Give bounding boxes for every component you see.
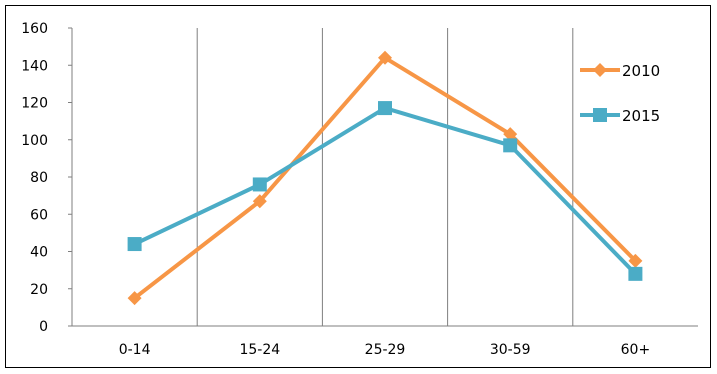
x-tick-label: 0-14 xyxy=(119,342,151,358)
legend-label: 2015 xyxy=(622,107,660,125)
y-tick-label: 20 xyxy=(30,282,48,298)
data-point-2010 xyxy=(127,291,142,306)
legend-marker-2015 xyxy=(593,108,607,122)
legend-label: 2010 xyxy=(622,62,660,80)
x-tick-label: 60+ xyxy=(621,342,651,358)
y-tick-label: 160 xyxy=(21,21,48,37)
y-tick-label: 120 xyxy=(21,96,48,112)
y-tick-label: 0 xyxy=(39,319,48,335)
data-point-2015 xyxy=(628,266,643,281)
x-tick-label: 30-59 xyxy=(490,342,531,358)
y-tick-label: 140 xyxy=(21,58,48,74)
data-point-2010 xyxy=(378,50,392,65)
data-point-2010 xyxy=(503,127,518,142)
y-tick-label: 40 xyxy=(30,245,48,261)
series-line-2010 xyxy=(133,55,637,300)
series-line-2015 xyxy=(133,106,637,276)
data-point-2015 xyxy=(127,237,142,252)
x-tick-label: 25-29 xyxy=(365,342,406,358)
data-point-2015 xyxy=(378,101,392,116)
data-point-2010 xyxy=(252,194,267,209)
data-point-2010 xyxy=(628,253,643,268)
legend-marker-2010 xyxy=(593,63,607,77)
y-tick-label: 60 xyxy=(30,207,48,223)
data-point-2015 xyxy=(252,177,267,192)
chart-frame xyxy=(5,5,711,368)
x-tick-label: 15-24 xyxy=(239,342,280,358)
data-point-2015 xyxy=(503,138,518,153)
y-tick-label: 80 xyxy=(30,170,48,186)
y-tick-label: 100 xyxy=(21,133,48,149)
